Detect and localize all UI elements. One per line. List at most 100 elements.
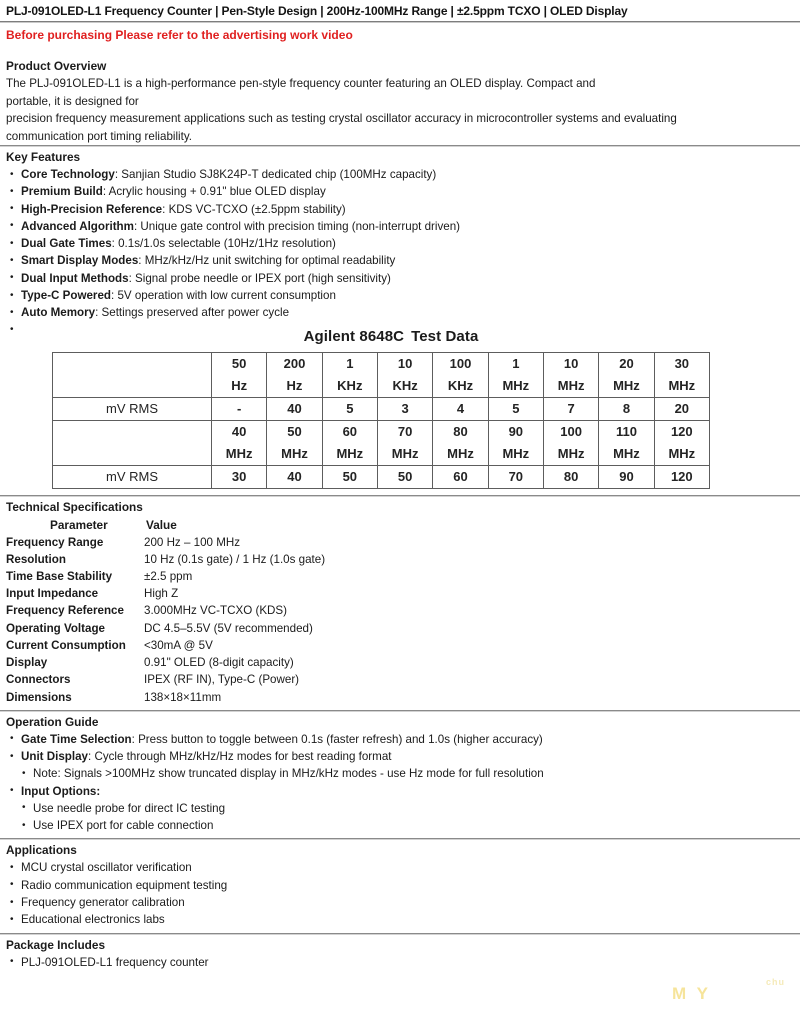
guide-label: Gate Time Selection — [21, 732, 132, 746]
test-data-table: 50 Hz 200 Hz 1 KHz 10 KHz 100 KHz 1 MHz 10 MHz … — [52, 351, 711, 489]
table-cell: 80 MHz — [432, 419, 489, 466]
table-cell: 10 KHz — [376, 351, 434, 398]
guide-text: Press button to toggle between 0.1s (fas… — [138, 732, 543, 746]
package-item-text: PLJ-091OLED-L1 frequency counter — [21, 955, 209, 969]
operation-guide-list: Gate Time Selection: Press button to tog… — [0, 730, 800, 766]
table-cell: 120 MHz — [653, 419, 711, 466]
freq-unit: MHz — [557, 445, 585, 461]
freq-value: 40 — [231, 423, 247, 439]
spec-value: 3.000MHz VC-TCXO (KDS) — [144, 604, 288, 618]
spec-parameter: Dimensions — [6, 690, 72, 704]
freq-unit: MHz — [668, 377, 696, 393]
spec-row: Operating Voltage DC 4.5–5.5V (5V recomme… — [0, 620, 800, 637]
table-cell: 4 — [432, 396, 489, 421]
table-cell: 40 — [266, 464, 323, 489]
table-cell: 50 Hz — [210, 351, 268, 398]
input-option-text: Use IPEX port for cable connection — [33, 819, 214, 833]
input-options-header-list: Input Options: — [0, 782, 800, 800]
table-cell: 40 — [266, 396, 323, 421]
freq-unit: KHz — [447, 377, 474, 393]
spec-row: Display 0.91" OLED (8-digit capacity) — [0, 654, 800, 671]
spec-parameter: Connectors — [6, 673, 71, 687]
table-cell: 3 — [376, 396, 434, 421]
test-data-title: Agilent 8648C Test Data — [0, 322, 800, 352]
table-cell: 70 MHz — [376, 419, 434, 466]
feature-label: Dual Gate Times — [21, 237, 112, 251]
table-cell: 200 Hz — [266, 351, 323, 398]
feature-label: Premium Build — [21, 185, 103, 199]
feature-label: Smart Display Modes — [21, 254, 139, 268]
list-item: Unit Display: Cycle through MHz/kHz/Hz m… — [6, 747, 794, 765]
table-cell: - — [210, 396, 268, 421]
feature-label: Auto Memory — [21, 306, 96, 320]
divider-applications — [0, 932, 800, 935]
feature-sep: : — [114, 168, 122, 181]
table-row-measurements-2: mV RMS 30 40 50 50 60 70 80 90 120 — [52, 464, 711, 489]
table-row-units-2: 40 MHz 50 MHz 60 MHz 70 MHz 80 MHz 90 MHz 100 M… — [52, 419, 711, 466]
table-row-measurements-1: mV RMS - 40 5 3 4 5 7 8 20 — [52, 396, 711, 421]
guide-sep: : — [88, 750, 95, 763]
list-item: Premium Build: Acrylic housing + 0.91" b… — [6, 183, 794, 201]
freq-unit: MHz — [668, 445, 696, 461]
divider-test-data — [0, 494, 800, 497]
feature-text: Signal probe needle or IPEX port (high s… — [135, 271, 391, 285]
spec-row: Current Consumption <30mA @ 5V — [0, 637, 800, 654]
section-heading-product-overview: Product Overview — [6, 59, 107, 73]
freq-value: 100 — [560, 423, 582, 439]
freq-value: 90 — [508, 423, 524, 439]
list-item: Auto Memory: Settings preserved after po… — [6, 304, 794, 322]
table-cell: 10 MHz — [542, 351, 600, 398]
spec-col-parameter: Parameter — [50, 517, 108, 532]
spec-value: <30mA @ 5V — [144, 638, 213, 652]
table-cell: 100 KHz — [432, 351, 489, 398]
freq-value: 1 — [512, 355, 520, 371]
spec-row: Dimensions 138×18×11mm — [0, 689, 800, 706]
spec-parameter: Current Consumption — [6, 638, 126, 652]
list-item: Gate Time Selection: Press button to tog… — [6, 730, 794, 748]
applications-list: MCU crystal oscillator verification Radi… — [0, 859, 800, 928]
application-text: Educational electronics labs — [21, 913, 165, 927]
freq-unit: MHz — [447, 445, 474, 461]
list-item: High-Precision Reference: KDS VC-TCXO (±… — [6, 200, 794, 218]
spec-value: IPEX (RF IN), Type-C (Power) — [144, 673, 300, 687]
input-options-label: Input Options: — [21, 784, 101, 798]
feature-text: Settings preserved after power cycle — [101, 306, 290, 320]
test-data-instrument: Agilent 8648C — [303, 327, 405, 345]
list-item: Smart Display Modes: MHz/kHz/Hz unit swi… — [6, 252, 794, 270]
guide-sep: : — [131, 732, 139, 746]
divider-title — [0, 21, 800, 23]
section-heading-operation-guide: Operation Guide — [6, 714, 99, 729]
freq-value: 1 — [346, 355, 354, 371]
freq-unit: MHz — [502, 445, 530, 461]
guide-note: Note: Signals >100MHz show truncated dis… — [33, 767, 544, 781]
freq-unit: MHz — [613, 445, 640, 461]
freq-unit: MHz — [502, 377, 530, 393]
table-cell: 7 — [542, 396, 600, 421]
spec-row: Connectors IPEX (RF IN), Type-C (Power) — [0, 671, 800, 688]
table-cell: 80 — [542, 464, 600, 489]
divider-overview — [0, 145, 800, 147]
freq-value: 120 — [670, 423, 693, 439]
table-cell: 50 — [321, 464, 378, 489]
feature-sep: : — [110, 289, 118, 303]
purchase-notice: Before purchasing Please refer to the ad… — [6, 28, 353, 42]
overview-line-1: The PLJ-091OLED-L1 is a high-performance… — [6, 77, 596, 90]
cell-empty — [52, 351, 212, 398]
feature-sep: : — [111, 237, 119, 251]
spec-value: DC 4.5–5.5V (5V recommended) — [144, 621, 313, 635]
spec-value: 0.91" OLED (8-digit capacity) — [144, 656, 294, 670]
table-cell: 8 — [598, 396, 655, 421]
freq-value: 60 — [342, 423, 358, 439]
watermark-small-text: chu — [766, 977, 786, 987]
list-item: Use needle probe for direct IC testing — [18, 799, 794, 817]
spec-parameter: Frequency Range — [6, 535, 104, 549]
table-row-units-1: 50 Hz 200 Hz 1 KHz 10 KHz 100 KHz 1 MHz 10 MHz … — [52, 351, 711, 398]
spec-parameter: Display — [6, 656, 48, 670]
overview-line-4: communication port timing reliability. — [6, 129, 192, 143]
spec-value: High Z — [144, 587, 179, 601]
section-heading-key-features: Key Features — [6, 150, 81, 164]
freq-value: 70 — [397, 423, 413, 439]
row-label: mV RMS — [52, 396, 212, 421]
watermark-logo: M Y — [672, 984, 711, 1003]
feature-sep: : — [102, 185, 109, 199]
